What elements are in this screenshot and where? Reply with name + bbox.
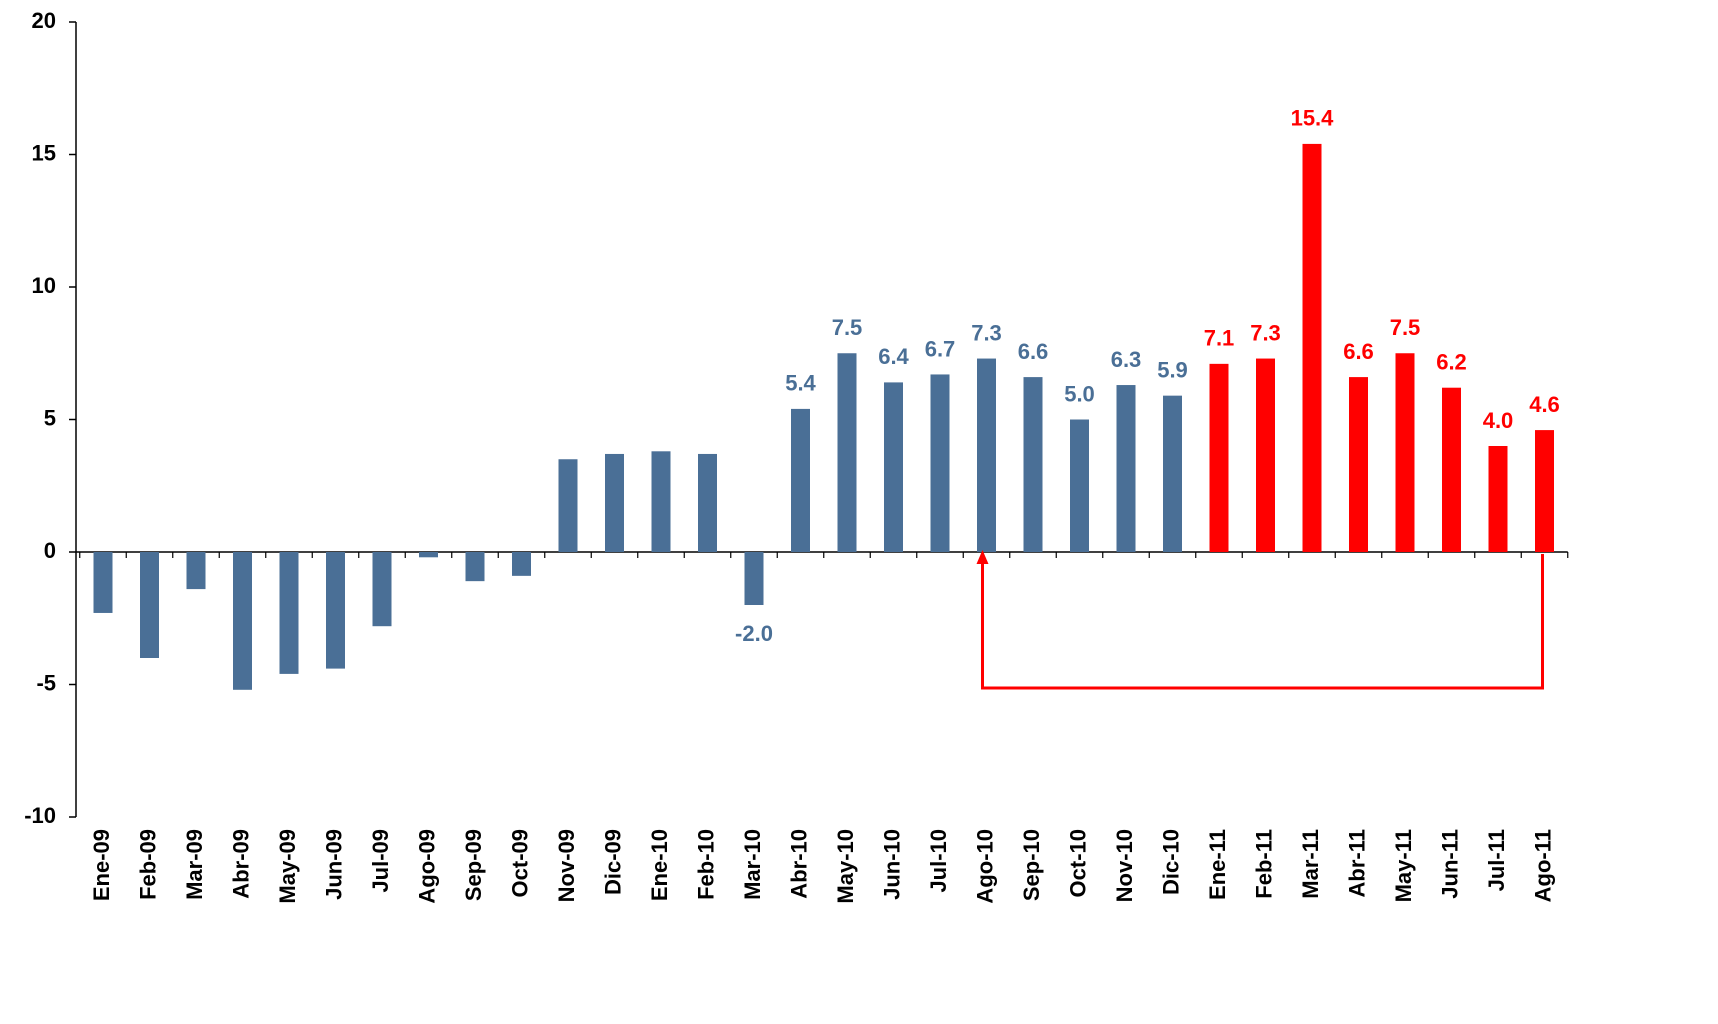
y-tick-label: -5	[36, 670, 56, 695]
x-tick-label: Oct-10	[1065, 829, 1090, 897]
y-tick-label: 5	[44, 405, 56, 430]
data-label: 5.0	[1064, 381, 1095, 406]
bar	[186, 552, 206, 590]
bar	[744, 552, 764, 605]
x-tick-label: Ago-11	[1530, 829, 1555, 902]
x-tick-label: Dic-10	[1158, 829, 1183, 895]
bar	[930, 374, 950, 552]
bar	[651, 451, 671, 552]
bar	[1488, 446, 1508, 552]
x-tick-label: Abr-09	[228, 829, 253, 899]
x-tick-label: Jul-10	[926, 829, 951, 893]
x-tick-label: Feb-10	[693, 829, 718, 900]
x-tick-label: Jun-09	[321, 829, 346, 900]
bar	[977, 358, 996, 552]
data-label: 6.2	[1436, 350, 1467, 375]
x-tick-label: Ene-09	[89, 829, 114, 901]
x-tick-label: Dic-09	[600, 829, 625, 895]
data-label: 5.4	[785, 371, 816, 396]
bar	[1256, 358, 1275, 552]
y-tick-label: 20	[32, 8, 56, 33]
bar	[837, 353, 857, 552]
bar	[1395, 353, 1415, 552]
data-label: 7.1	[1204, 326, 1235, 351]
x-tick-label: May-11	[1391, 829, 1416, 902]
bar	[1023, 377, 1043, 552]
x-tick-label: Mar-10	[740, 829, 765, 900]
x-tick-label: Jul-09	[368, 829, 393, 893]
data-label: 6.6	[1018, 339, 1049, 364]
x-tick-label: Ago-10	[972, 829, 997, 904]
bar	[93, 552, 113, 613]
data-label: 7.5	[832, 315, 863, 340]
bar	[512, 552, 531, 576]
x-tick-label: Ago-09	[414, 829, 439, 904]
x-tick-label: Abr-11	[1344, 829, 1369, 897]
data-label: 4.0	[1483, 408, 1514, 433]
bar	[1070, 419, 1089, 552]
bar	[791, 408, 810, 552]
data-label: 6.3	[1111, 347, 1142, 372]
x-tick-label: Ene-11	[1205, 829, 1230, 900]
x-tick-label: Sep-10	[1019, 829, 1044, 901]
data-label: 7.3	[971, 320, 1002, 345]
bar	[419, 552, 438, 558]
data-label: 15.4	[1291, 106, 1335, 131]
annotation-arrowhead	[976, 550, 989, 564]
bar	[372, 552, 392, 627]
x-tick-label: Ene-10	[647, 829, 672, 901]
data-label: 6.4	[878, 344, 909, 369]
bar	[1163, 395, 1182, 552]
x-tick-label: May-09	[275, 829, 300, 904]
y-tick-label: -10	[24, 803, 56, 828]
y-tick-label: 10	[32, 273, 56, 298]
x-tick-label: May-10	[833, 829, 858, 904]
x-tick-label: Mar-09	[182, 829, 207, 900]
bar	[1116, 385, 1136, 552]
x-tick-label: Nov-09	[554, 829, 579, 902]
bar	[279, 552, 299, 674]
bar	[1349, 377, 1368, 552]
bar	[884, 382, 903, 552]
x-tick-label: Nov-10	[1112, 829, 1137, 902]
bar	[140, 552, 159, 658]
bar	[605, 453, 624, 552]
x-tick-label: Feb-11	[1251, 829, 1276, 899]
bar	[1302, 143, 1322, 552]
bar	[698, 453, 717, 552]
y-tick-label: 0	[44, 538, 56, 563]
data-label: -2.0	[735, 621, 773, 646]
bar	[1535, 430, 1554, 552]
data-label: 4.6	[1529, 392, 1560, 417]
x-tick-label: Jul-11	[1484, 829, 1509, 891]
x-tick-label: Jun-10	[879, 829, 904, 900]
bar	[465, 552, 485, 582]
x-tick-label: Abr-10	[786, 829, 811, 899]
data-label: 7.5	[1390, 315, 1421, 340]
x-tick-label: Oct-09	[507, 829, 532, 897]
y-tick-label: 15	[32, 140, 56, 165]
x-tick-label: Feb-09	[135, 829, 160, 900]
bar	[1209, 363, 1229, 552]
bar	[326, 552, 345, 669]
data-label: 6.6	[1343, 339, 1374, 364]
bar	[233, 552, 252, 690]
annotation-bracket	[981, 554, 1544, 690]
data-label: 5.9	[1157, 357, 1188, 382]
x-tick-label: Sep-09	[461, 829, 486, 901]
x-tick-label: Mar-11	[1298, 829, 1323, 899]
bar	[558, 459, 578, 552]
data-label: 7.3	[1250, 320, 1281, 345]
bar	[1442, 387, 1461, 552]
data-label: 6.7	[925, 336, 956, 361]
x-tick-label: Jun-11	[1437, 829, 1462, 899]
